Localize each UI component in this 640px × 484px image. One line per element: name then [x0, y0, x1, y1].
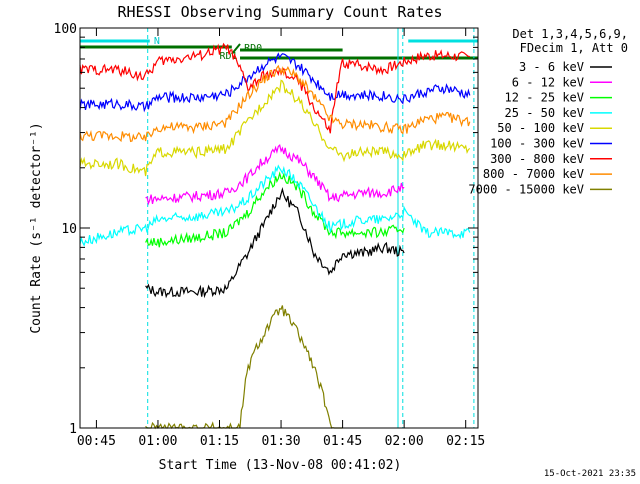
legend-entry-label: 12 - 25 keV	[505, 91, 584, 105]
y-axis-label: Count Rate (s⁻¹ detector⁻¹)	[29, 122, 44, 333]
x-tick-label: 02:15	[446, 434, 485, 449]
x-tick-label: 02:00	[385, 434, 424, 449]
x-tick-label: 00:45	[77, 434, 116, 449]
series-line	[145, 143, 405, 206]
series-line	[79, 52, 471, 113]
x-tick-label: 01:00	[138, 434, 177, 449]
x-tick-label: 01:45	[323, 434, 362, 449]
series-line	[79, 42, 470, 134]
night-flag-label: N	[154, 36, 160, 47]
rd1-flag-label: RD1	[220, 51, 238, 62]
series-layer	[79, 42, 471, 430]
legend-entry-label: 7000 - 15000 keV	[468, 182, 584, 196]
rd0-flag-label: RD0	[244, 43, 262, 54]
x-tick-label: 01:15	[200, 434, 239, 449]
series-line	[79, 64, 471, 143]
legend-header-line-2: FDecim 1, Att 0	[520, 41, 628, 55]
y-tick-label: 100	[54, 22, 77, 37]
series-line	[79, 164, 471, 247]
series-line	[145, 186, 405, 299]
rd1-flag-bar	[231, 43, 241, 55]
axes-layer: 00:45 01:00 01:15 01:30 01:45 02:00 02:15 1 10 10…	[54, 22, 486, 449]
legend-entry-label: 50 - 100 keV	[497, 121, 584, 135]
legend-entry-label: 800 - 7000 keV	[483, 167, 584, 181]
y-tick-label: 1	[69, 422, 77, 437]
y-tick-label: 10	[61, 222, 77, 237]
chart-title: RHESSI Observing Summary Count Rates	[117, 3, 442, 21]
x-axis-label: Start Time (13-Nov-08 00:41:02)	[159, 458, 402, 473]
legend-entry-label: 100 - 300 keV	[490, 137, 584, 151]
legend-header-line-1: Det 1,3,4,5,6,9,	[512, 27, 628, 41]
legend-entry-label: 25 - 50 keV	[505, 106, 584, 120]
legend-entry-label: 6 - 12 keV	[512, 75, 584, 89]
footer-date: 15-Oct-2021 23:35	[544, 469, 636, 479]
legend-entry-label: 3 - 6 keV	[519, 60, 584, 74]
series-line	[145, 171, 405, 248]
legend-entry-label: 300 - 800 keV	[490, 152, 584, 166]
x-tick-label: 01:30	[261, 434, 300, 449]
series-line	[79, 79, 471, 177]
